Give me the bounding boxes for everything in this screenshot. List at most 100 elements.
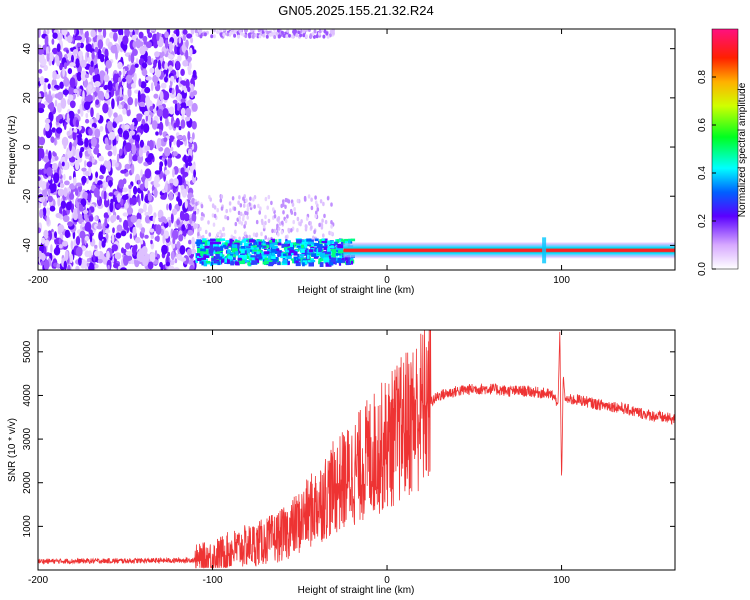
- noise-speck: [145, 76, 153, 81]
- tone-burst: [220, 250, 223, 255]
- tone-burst: [256, 245, 263, 248]
- noise-speck: [282, 199, 285, 204]
- noise-speck: [200, 204, 204, 209]
- tone-burst: [248, 239, 255, 243]
- noise-speck: [123, 94, 129, 102]
- tone-burst: [321, 238, 325, 241]
- noise-speck: [70, 240, 74, 250]
- noise-speck: [71, 54, 74, 63]
- snr-plot-area: [38, 330, 675, 570]
- noise-speck: [282, 202, 285, 207]
- noise-speck: [207, 220, 210, 225]
- noise-speck: [99, 175, 104, 180]
- tone-burst: [292, 242, 296, 245]
- noise-speck: [191, 102, 198, 112]
- noise-speck: [170, 259, 175, 266]
- noise-speck: [52, 47, 58, 55]
- noise-speck: [229, 208, 232, 213]
- noise-speck: [187, 148, 193, 157]
- noise-speck: [116, 215, 120, 220]
- noise-speck: [129, 124, 135, 131]
- tone-burst: [339, 255, 343, 259]
- colorbar-ticks: 0.0 0.2 0.4 0.6 0.8: [697, 70, 716, 276]
- noise-speck: [87, 84, 93, 91]
- noise-speck: [271, 228, 274, 234]
- tone-burst: [294, 242, 300, 246]
- noise-speck: [95, 171, 99, 178]
- noise-speck: [108, 108, 112, 118]
- colorbar-tick-label: 0.8: [697, 70, 708, 84]
- noise-speck: [241, 216, 245, 222]
- tone-burst: [219, 256, 223, 260]
- noise-speck: [48, 150, 52, 161]
- noise-speck: [216, 208, 219, 213]
- noise-speck: [293, 211, 297, 216]
- y-tick-label: -40: [22, 238, 33, 253]
- noise-speck: [94, 250, 101, 257]
- tone-burst: [350, 260, 353, 265]
- noise-speck: [150, 82, 154, 92]
- noise-speck: [170, 250, 175, 261]
- noise-speck: [61, 136, 69, 147]
- noise-speck: [106, 160, 111, 171]
- noise-speck: [175, 117, 180, 128]
- noise-speck: [129, 233, 133, 240]
- noise-speck: [155, 131, 159, 136]
- tone-burst: [309, 245, 314, 248]
- noise-speck: [60, 97, 67, 109]
- noise-speck: [209, 197, 212, 202]
- noise-speck: [67, 221, 74, 227]
- noise-speck: [107, 80, 113, 91]
- tone-burst: [298, 258, 301, 261]
- tone-burst: [201, 257, 206, 260]
- noise-speck: [75, 119, 80, 128]
- tone-burst: [269, 240, 273, 243]
- noise-speck: [131, 83, 136, 89]
- noise-speck: [120, 169, 127, 174]
- noise-speck: [62, 240, 68, 247]
- noise-speck: [139, 101, 145, 108]
- noise-speck: [264, 235, 268, 240]
- tone-burst: [329, 262, 334, 266]
- noise-speck: [184, 116, 191, 122]
- noise-speck: [276, 223, 279, 228]
- noise-speck: [69, 100, 76, 109]
- noise-speck: [118, 148, 123, 156]
- noise-speck: [257, 29, 261, 33]
- noise-speck: [97, 180, 103, 186]
- noise-speck: [244, 29, 248, 33]
- noise-speck: [57, 197, 61, 207]
- noise-speck: [177, 141, 184, 146]
- tone-burst: [256, 251, 260, 256]
- noise-speck: [120, 267, 127, 270]
- x-tick-label: 100: [553, 575, 570, 586]
- noise-speck: [70, 202, 74, 213]
- noise-speck: [189, 217, 193, 224]
- noise-speck: [182, 173, 185, 184]
- noise-speck: [94, 46, 99, 53]
- noise-speck: [326, 196, 330, 201]
- tone-burst: [237, 244, 240, 249]
- noise-speck: [193, 169, 197, 178]
- tone-burst: [348, 239, 351, 244]
- noise-speck: [146, 29, 150, 35]
- y-tick-label: 0: [22, 144, 33, 150]
- tone-burst: [265, 242, 268, 246]
- tone-burst: [214, 260, 219, 263]
- noise-speck: [134, 97, 138, 107]
- noise-speck: [140, 240, 144, 245]
- tone-burst: [257, 249, 262, 253]
- noise-speck: [85, 170, 90, 177]
- noise-speck: [38, 181, 45, 188]
- noise-speck: [38, 176, 41, 182]
- x-tick-label: -100: [203, 575, 223, 586]
- tone-burst: [307, 241, 314, 245]
- noise-speck: [190, 91, 194, 99]
- noise-speck: [116, 193, 122, 203]
- x-tick-label: -200: [28, 275, 48, 286]
- noise-speck: [168, 191, 174, 201]
- noise-speck: [239, 211, 243, 217]
- noise-speck: [255, 232, 259, 237]
- tone-burst: [287, 243, 292, 249]
- tone-burst: [332, 251, 337, 254]
